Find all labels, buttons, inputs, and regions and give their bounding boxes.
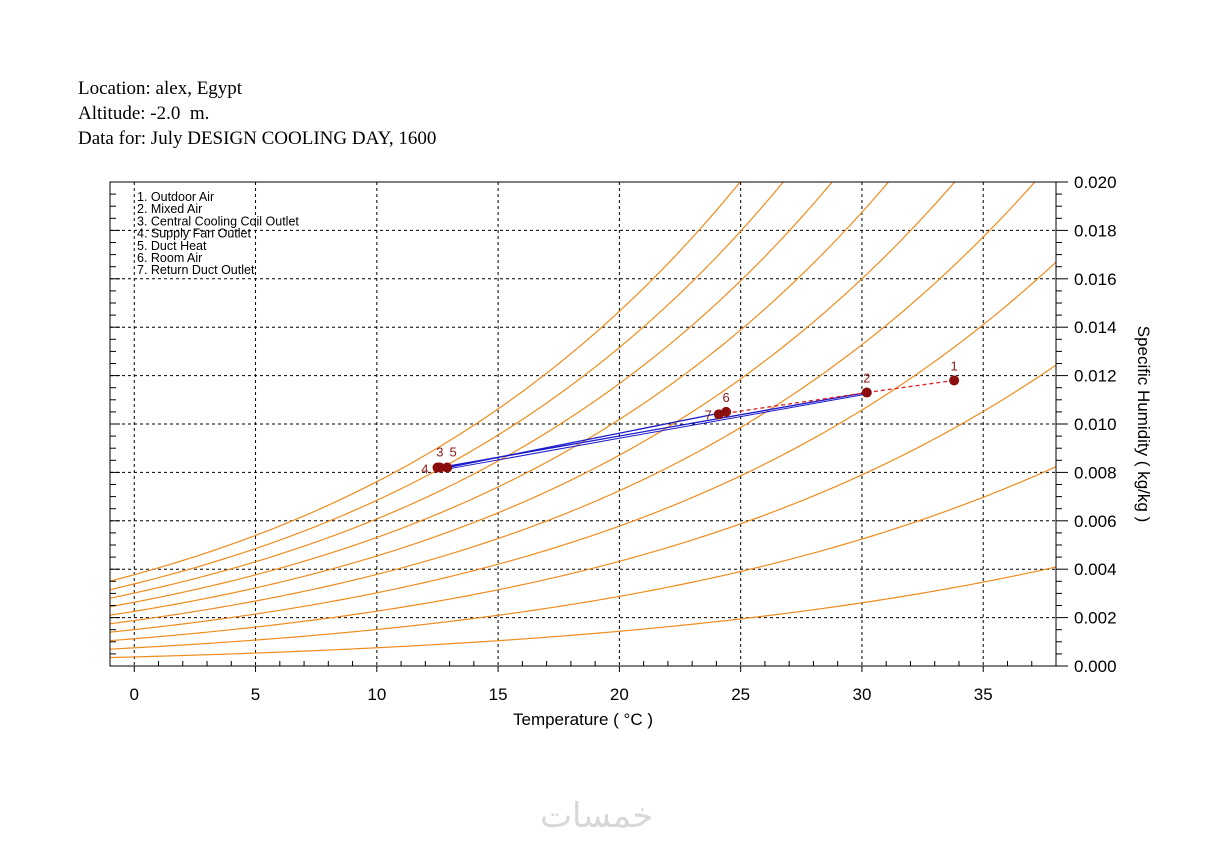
rh-curve	[110, 182, 1036, 625]
rh-curve	[110, 364, 1056, 642]
x-tick-label: 5	[251, 685, 260, 704]
data-for-text: Data for: July DESIGN COOLING DAY, 1600	[78, 128, 437, 149]
legend-entry: 2. Mixed Air	[137, 202, 202, 216]
altitude-text: Altitude: -2.0 m.	[78, 103, 210, 124]
state-point-label: 3	[436, 445, 443, 460]
legend-entry: 5. Duct Heat	[137, 239, 207, 253]
process-line	[866, 379, 955, 394]
state-point-1	[949, 375, 960, 386]
rh-curve	[110, 466, 1056, 650]
chart-header: Location: alex, Egypt Altitude: -2.0 m. …	[78, 76, 436, 151]
process-line-return	[447, 393, 867, 470]
state-point-label: 7	[705, 407, 712, 422]
legend-entry: 3. Central Cooling Coil Outlet	[137, 214, 299, 228]
x-tick-label: 10	[367, 685, 386, 704]
y-tick-label: 0.002	[1074, 609, 1117, 628]
y-tick-label: 0.014	[1074, 318, 1117, 337]
process-lines	[439, 379, 955, 470]
rh-curve	[110, 566, 1056, 659]
legend-entry: 7. Return Duct Outlet	[137, 263, 255, 277]
y-tick-label: 0.000	[1074, 657, 1117, 676]
rh-curve	[110, 182, 833, 599]
y-tick-label: 0.008	[1074, 463, 1117, 482]
y-tick-label: 0.018	[1074, 221, 1117, 240]
state-point-7	[713, 409, 724, 420]
x-tick-label: 25	[731, 685, 750, 704]
y-tick-label: 0.020	[1074, 173, 1117, 192]
watermark-text: خمسات	[540, 796, 654, 836]
axis-ticks: 0 5 10 15 20 25 30 350.0000.0020.0040.0060.0080…	[109, 173, 1117, 704]
y-axis-title: Specific Humidity ( kg/kg )	[1134, 326, 1153, 523]
legend-entry: 4. Supply Fan Outlet	[137, 227, 251, 241]
state-point-label: 4	[421, 462, 428, 477]
rh-curve	[110, 182, 741, 582]
y-tick-label: 0.010	[1074, 415, 1117, 434]
y-tick-label: 0.006	[1074, 512, 1117, 531]
state-point-label: 6	[722, 390, 729, 405]
grid-lines	[110, 182, 1056, 666]
relative-humidity-curves	[110, 182, 1056, 659]
state-point-4	[432, 462, 443, 473]
legend-entry: 1. Outdoor Air	[137, 190, 214, 204]
x-tick-label: 0	[130, 685, 139, 704]
process-line	[447, 411, 727, 469]
rh-curve	[110, 182, 890, 608]
x-tick-label: 20	[610, 685, 629, 704]
state-points: 1 2 34 5 67	[421, 358, 960, 477]
state-point-label: 2	[863, 371, 870, 386]
state-point-label: 5	[450, 445, 457, 460]
state-point-label: 1	[951, 358, 958, 373]
state-point-2	[861, 387, 872, 398]
legend-entry: 6. Room Air	[137, 251, 202, 265]
x-tick-label: 15	[489, 685, 508, 704]
state-point-5	[442, 462, 453, 473]
x-tick-label: 30	[852, 685, 871, 704]
y-tick-label: 0.004	[1074, 560, 1117, 579]
location-text: Location: alex, Egypt	[78, 78, 243, 99]
process-line	[718, 391, 867, 415]
rh-curve	[110, 182, 956, 616]
rh-curve	[110, 261, 1056, 633]
x-axis-title: Temperature ( °C )	[513, 710, 653, 729]
x-tick-label: 35	[974, 685, 993, 704]
y-tick-label: 0.016	[1074, 270, 1117, 289]
y-tick-label: 0.012	[1074, 367, 1117, 386]
rh-curve	[110, 182, 785, 591]
